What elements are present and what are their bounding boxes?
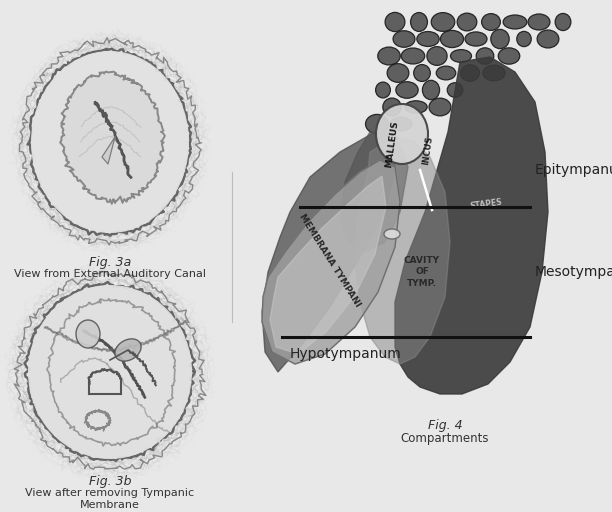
Polygon shape (262, 132, 395, 372)
Ellipse shape (457, 13, 477, 31)
Ellipse shape (429, 98, 451, 116)
Text: Membrane: Membrane (80, 500, 140, 510)
Ellipse shape (498, 48, 520, 64)
Ellipse shape (378, 47, 400, 65)
Ellipse shape (387, 63, 409, 82)
Polygon shape (262, 160, 400, 364)
Ellipse shape (390, 117, 412, 131)
Ellipse shape (393, 31, 415, 47)
Ellipse shape (537, 30, 559, 48)
Ellipse shape (414, 65, 430, 81)
Ellipse shape (411, 12, 427, 31)
Polygon shape (270, 176, 386, 354)
Ellipse shape (491, 29, 509, 49)
Ellipse shape (385, 12, 405, 32)
Ellipse shape (465, 32, 487, 46)
Ellipse shape (384, 229, 400, 239)
Ellipse shape (417, 32, 439, 47)
Text: CAVITY
OF
TYMP.: CAVITY OF TYMP. (404, 257, 440, 288)
Ellipse shape (431, 13, 455, 31)
Ellipse shape (401, 48, 425, 64)
Ellipse shape (528, 14, 550, 30)
Ellipse shape (447, 83, 463, 97)
Polygon shape (102, 137, 115, 164)
Ellipse shape (115, 339, 141, 361)
Ellipse shape (76, 320, 100, 348)
Text: Mesotympanum: Mesotympanum (535, 265, 612, 279)
Ellipse shape (31, 51, 189, 233)
Text: View from External Auditory Canal: View from External Auditory Canal (14, 269, 206, 279)
Ellipse shape (436, 66, 456, 80)
Ellipse shape (376, 104, 428, 164)
Text: MALLEUS: MALLEUS (384, 120, 400, 168)
Polygon shape (355, 137, 450, 364)
Text: INCUS: INCUS (422, 135, 435, 165)
Text: MEMBRANA TYMPANI: MEMBRANA TYMPANI (297, 212, 362, 308)
Ellipse shape (476, 48, 494, 64)
Ellipse shape (376, 82, 390, 98)
Ellipse shape (28, 285, 192, 459)
Polygon shape (395, 57, 548, 394)
Ellipse shape (482, 14, 501, 30)
Ellipse shape (555, 13, 571, 31)
Ellipse shape (517, 31, 531, 47)
Ellipse shape (441, 30, 463, 48)
Ellipse shape (450, 50, 471, 62)
Ellipse shape (365, 114, 389, 134)
Text: Fig. 4: Fig. 4 (428, 419, 462, 432)
Ellipse shape (383, 98, 401, 116)
Polygon shape (340, 132, 408, 252)
Text: Hypotympanum: Hypotympanum (290, 347, 401, 361)
Text: Fig. 3a: Fig. 3a (89, 256, 131, 269)
Text: Epitympanum: Epitympanum (535, 163, 612, 177)
Text: STAPES: STAPES (470, 197, 503, 211)
Ellipse shape (427, 47, 447, 66)
Ellipse shape (405, 101, 427, 113)
Ellipse shape (483, 65, 505, 81)
Text: View after removing Tympanic: View after removing Tympanic (26, 488, 195, 498)
Text: Fig. 3b: Fig. 3b (89, 475, 131, 488)
Ellipse shape (503, 15, 527, 29)
Text: Compartments: Compartments (401, 432, 489, 445)
Ellipse shape (396, 82, 418, 98)
Ellipse shape (422, 80, 439, 100)
Ellipse shape (461, 65, 479, 81)
Ellipse shape (62, 73, 162, 201)
